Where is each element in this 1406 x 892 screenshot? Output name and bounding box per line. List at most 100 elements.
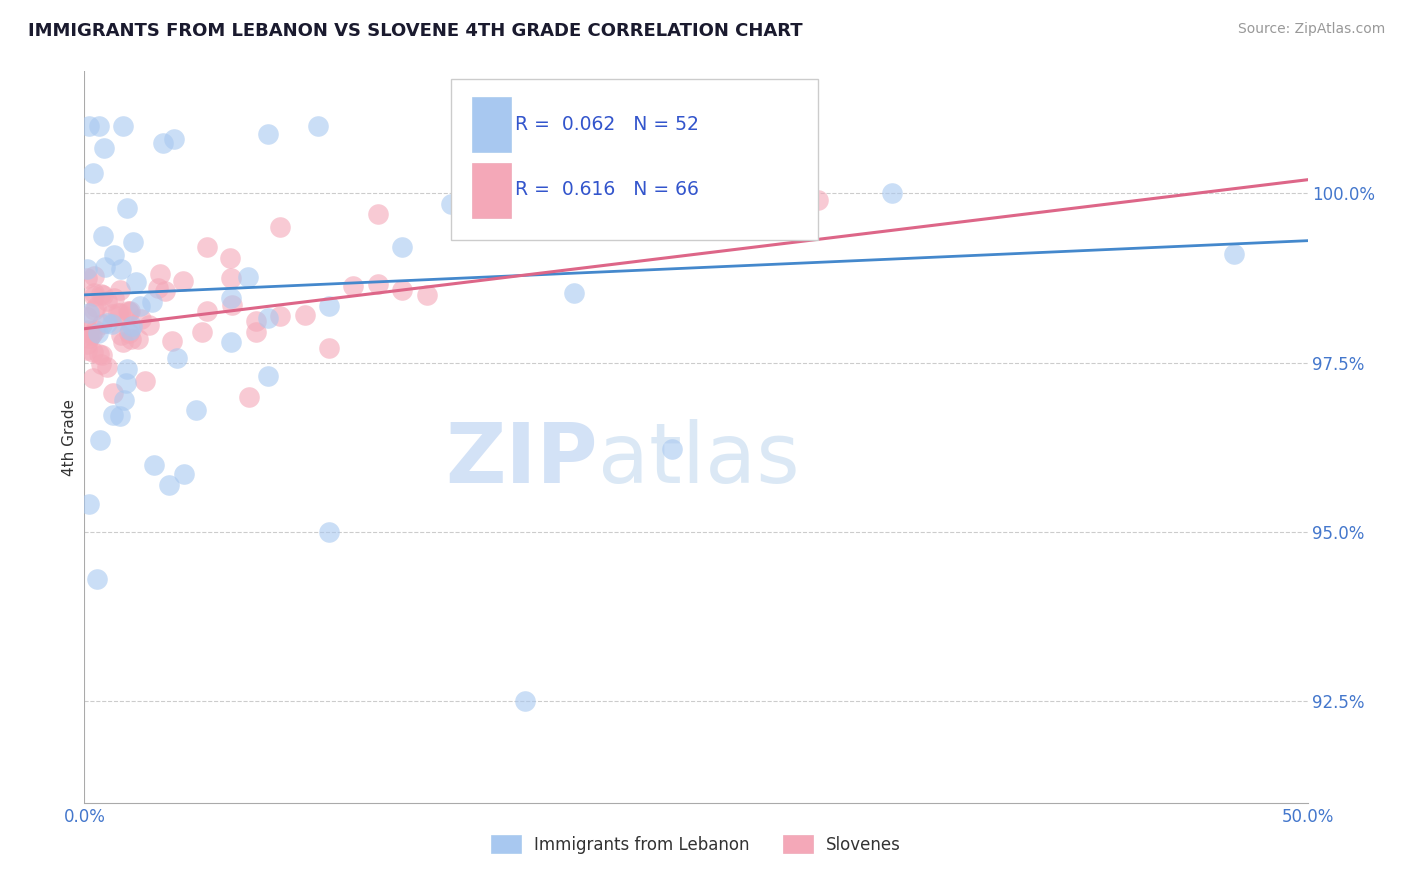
Point (112, 392, 135, 407)
Point (76, 343, 98, 358)
Point (82, 371, 104, 385)
Point (80, 327, 103, 342)
Point (166, 351, 188, 365)
Point (84, 323, 107, 337)
Point (80, 328, 103, 343)
Point (236, 270, 259, 285)
Point (307, 119, 329, 133)
Text: IMMIGRANTS FROM LEBANON VS SLOVENE 4TH GRADE CORRELATION CHART: IMMIGRANTS FROM LEBANON VS SLOVENE 4TH G… (28, 22, 803, 40)
Point (121, 319, 143, 334)
Point (82, 166, 104, 180)
Point (76, 322, 98, 336)
Point (191, 325, 214, 339)
Point (391, 283, 413, 297)
FancyBboxPatch shape (472, 163, 512, 218)
Point (661, 442, 683, 457)
Point (318, 299, 340, 313)
Point (562, 285, 585, 300)
Point (120, 304, 142, 318)
Point (96, 359, 118, 374)
Point (118, 326, 141, 341)
Point (108, 409, 131, 423)
Point (152, 136, 174, 150)
Point (76, 337, 98, 351)
Point (89, 433, 111, 447)
Point (562, 186, 585, 201)
Point (513, 694, 536, 708)
Point (120, 332, 142, 346)
Point (256, 311, 278, 326)
Point (103, 247, 125, 261)
Point (1223, 247, 1246, 261)
Point (110, 262, 132, 277)
Point (91, 348, 114, 362)
Point (101, 307, 124, 321)
Point (238, 390, 260, 404)
Point (195, 303, 218, 318)
Point (77, 497, 100, 511)
Point (163, 132, 186, 146)
Point (79, 331, 101, 345)
Point (83, 289, 105, 303)
Point (138, 318, 160, 332)
FancyBboxPatch shape (472, 97, 512, 152)
Point (117, 304, 139, 318)
Point (77, 306, 100, 320)
Point (77, 119, 100, 133)
Point (87, 347, 110, 361)
Point (172, 274, 194, 288)
Point (87, 326, 110, 341)
Point (807, 193, 830, 207)
Point (96, 316, 118, 330)
Point (101, 408, 124, 422)
Point (142, 458, 165, 473)
Point (342, 279, 364, 293)
Point (173, 467, 195, 481)
Point (90, 286, 112, 301)
Point (127, 332, 149, 346)
Point (114, 376, 136, 391)
Point (118, 304, 141, 318)
Point (101, 385, 124, 400)
Point (294, 308, 316, 322)
Point (122, 235, 145, 249)
Text: atlas: atlas (598, 418, 800, 500)
Point (76, 271, 98, 285)
Point (87, 119, 110, 133)
Point (440, 197, 463, 211)
Point (155, 284, 177, 298)
Point (125, 275, 148, 289)
Point (391, 240, 413, 254)
Text: R =  0.616   N = 66: R = 0.616 N = 66 (515, 180, 699, 199)
Point (318, 342, 340, 356)
Point (129, 299, 152, 313)
Point (101, 317, 124, 331)
Point (115, 362, 138, 376)
Point (83, 268, 105, 283)
Point (367, 206, 389, 220)
FancyBboxPatch shape (451, 78, 818, 240)
Point (112, 334, 135, 349)
Point (141, 295, 163, 310)
Point (245, 325, 267, 339)
Point (219, 271, 242, 285)
Point (160, 334, 183, 348)
Point (880, 186, 903, 200)
Point (221, 298, 243, 312)
Point (184, 402, 207, 417)
Text: R =  0.062   N = 52: R = 0.062 N = 52 (515, 114, 699, 134)
Point (108, 284, 131, 298)
Point (318, 524, 340, 539)
Point (83, 303, 105, 318)
Y-axis label: 4th Grade: 4th Grade (62, 399, 77, 475)
Point (115, 201, 138, 215)
Point (90, 357, 112, 371)
Point (129, 311, 152, 326)
Point (111, 119, 134, 133)
Point (93, 141, 115, 155)
Point (157, 477, 180, 491)
Point (218, 251, 240, 265)
Point (91, 288, 114, 302)
Point (245, 314, 267, 328)
Text: ZIP: ZIP (446, 418, 598, 500)
